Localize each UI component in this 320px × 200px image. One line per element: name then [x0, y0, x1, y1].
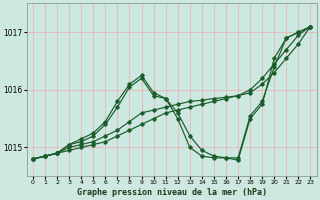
X-axis label: Graphe pression niveau de la mer (hPa): Graphe pression niveau de la mer (hPa): [77, 188, 267, 197]
